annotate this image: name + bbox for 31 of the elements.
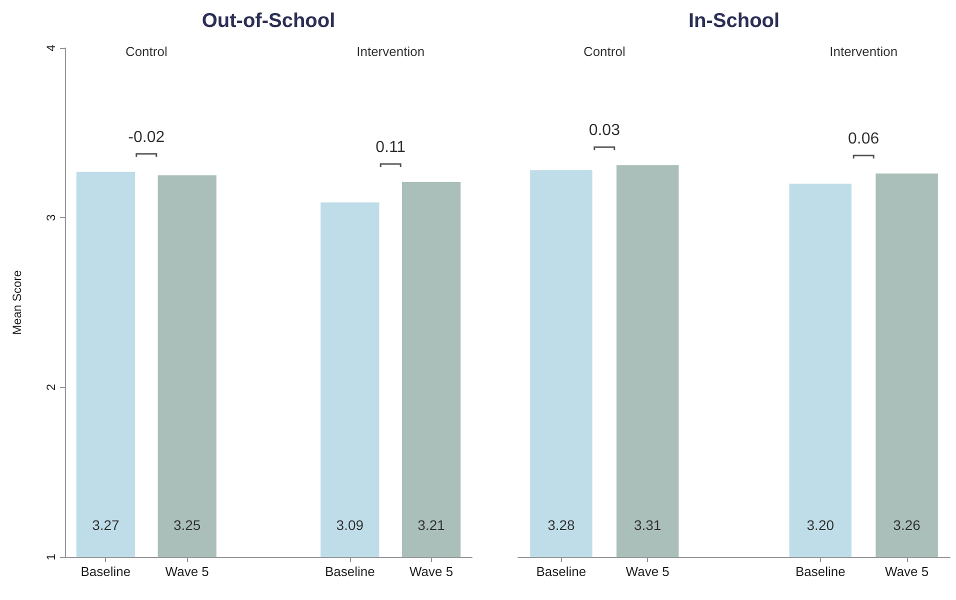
annotation: Intervention [356, 44, 425, 59]
x-tick-label: Baseline [795, 564, 846, 579]
data-label: 3.26 [893, 517, 921, 533]
x-tick-label: Wave 5 [410, 564, 454, 579]
annotation: 0.06 [848, 130, 880, 148]
y-axis-title: Mean Score [10, 270, 24, 335]
y-tick-label: 4 [44, 44, 58, 52]
chart-title: In-School [688, 10, 780, 32]
y-tick-label: 2 [44, 384, 58, 391]
x-tick-label: Wave 5 [626, 564, 670, 579]
data-label: 3.25 [173, 517, 201, 533]
x-tick-label: Baseline [80, 564, 131, 579]
annotation: Control [125, 44, 168, 59]
data-label: 3.21 [418, 517, 446, 533]
x-tick-label: Baseline [324, 564, 375, 579]
data-label: 3.28 [548, 517, 576, 533]
annotation: -0.02 [128, 128, 165, 146]
annotation: 0.03 [588, 122, 620, 140]
y-tick-label: 3 [44, 214, 58, 222]
data-label: 3.31 [634, 517, 662, 533]
annotation: 0.11 [376, 139, 406, 156]
data-label: 3.20 [806, 517, 834, 533]
annotation: Intervention [830, 44, 898, 59]
x-tick-label: Wave 5 [885, 564, 929, 579]
x-tick-label: Wave 5 [165, 564, 209, 579]
x-tick-label: Baseline [536, 564, 586, 579]
data-label: 3.09 [336, 517, 364, 533]
y-tick-label: 1 [44, 553, 58, 560]
annotation: Control [583, 44, 626, 59]
chart-title: Out-of-School [202, 10, 336, 32]
data-label: 3.27 [92, 517, 120, 533]
